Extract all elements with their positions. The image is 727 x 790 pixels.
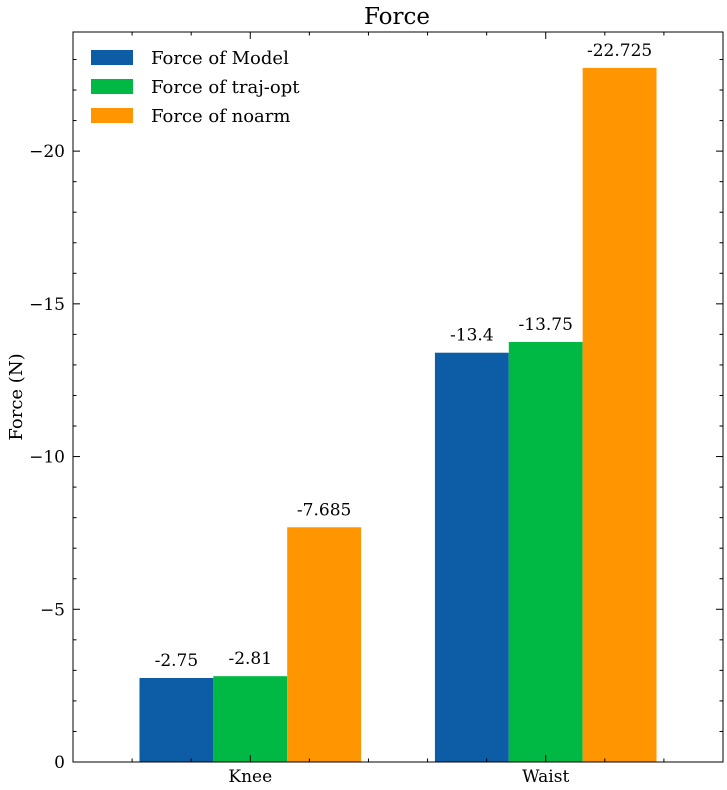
y-tick-label: −5: [40, 600, 65, 620]
x-tick-label: Knee: [228, 767, 272, 787]
bars-group: [139, 67, 657, 763]
bar-knee-2: [213, 676, 288, 762]
y-tick-label: −10: [29, 448, 65, 468]
data-label: -2.75: [155, 651, 199, 671]
plot-frame: [72, 31, 724, 763]
data-labels-group: -2.75 -2.81 -7.685 -13.4 -13.75 -22.725: [155, 41, 653, 671]
y-axis-label: Force (N): [6, 353, 27, 440]
data-label: -7.685: [297, 500, 351, 520]
legend-label: Force of traj-opt: [151, 77, 300, 98]
legend-label: Force of Model: [151, 48, 289, 69]
legend: Force of Model Force of traj-opt Force of …: [91, 48, 300, 127]
legend-swatch: [91, 108, 133, 123]
bar-waist-3: [582, 67, 657, 763]
data-label: -22.725: [587, 41, 652, 61]
legend-label: Force of noarm: [151, 106, 290, 127]
y-tick-label: −15: [29, 295, 65, 315]
legend-swatch: [91, 79, 133, 94]
bar-waist-1: [434, 352, 509, 762]
data-label: -13.4: [450, 326, 494, 346]
data-label: -2.81: [228, 649, 272, 669]
x-tick-label: Waist: [522, 767, 569, 787]
legend-swatch: [91, 50, 133, 65]
bar-waist-2: [508, 342, 583, 762]
bar-knee-3: [287, 527, 362, 762]
ticks-group: Knee Waist 0 −5 −10 −15 −20: [29, 32, 723, 787]
y-tick-label: 0: [54, 753, 65, 773]
bar-knee-1: [139, 678, 214, 762]
chart-title: Force: [364, 4, 430, 30]
data-label: -13.75: [519, 315, 573, 335]
y-tick-label: −20: [29, 142, 65, 162]
